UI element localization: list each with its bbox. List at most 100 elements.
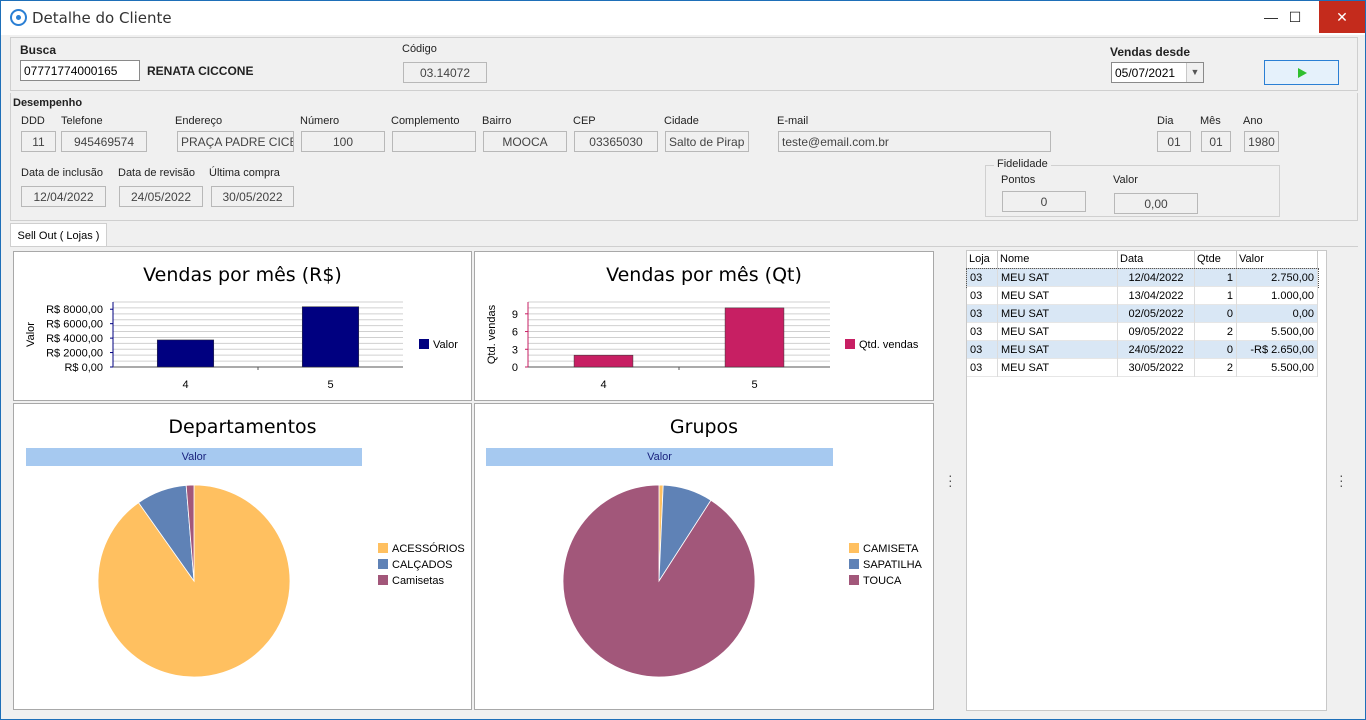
run-button[interactable] [1264,60,1339,85]
dia-label: Dia [1157,115,1174,127]
x-tick-label: 5 [327,379,333,391]
legend-swatch [378,559,388,569]
fidelidade-label: Fidelidade [994,158,1051,170]
y-tick-label: R$ 4000,00 [46,333,103,345]
tab-divider [10,246,1358,247]
client-name: RENATA CICCONE [147,64,254,78]
bar [573,354,634,368]
table-cell: 03 [967,305,998,323]
column-header[interactable]: Qtde [1195,251,1237,269]
desempenho-label: Desempenho [13,97,83,109]
table-cell: 1 [1195,269,1237,287]
cidade-field: Salto de Pirap [665,131,749,152]
vendas-desde-value: 05/07/2021 [1115,65,1176,80]
email-field: teste@email.com.br [778,131,1051,152]
telefone-field: 945469574 [61,131,147,152]
endereco-label: Endereço [175,115,223,127]
chevron-down-icon[interactable]: ▼ [1186,63,1203,82]
column-header[interactable]: Data [1118,251,1195,269]
chart-title: Departamentos [168,416,317,438]
x-tick-label: 4 [182,379,188,391]
y-tick-label: R$ 6000,00 [46,319,103,331]
legend-swatch [419,339,429,349]
title-bar: Detalhe do Cliente — ☐ ✕ [1,1,1365,35]
y-tick-label: R$ 0,00 [64,362,103,374]
ano-field: 1980 [1244,131,1279,152]
email-label: E-mail [777,115,809,127]
numero-label: Número [300,115,340,127]
endereco-field: PRAÇA PADRE CICE [177,131,294,152]
bar [301,306,360,368]
data-revisao-label: Data de revisão [118,167,196,179]
table-cell: MEU SAT [998,359,1118,377]
chart-title: Grupos [669,416,739,438]
ultima-compra-field: 30/05/2022 [211,186,294,207]
busca-input[interactable]: 07771774000165 [20,60,140,81]
pie-header: Valor [486,448,833,466]
minimize-button[interactable]: — [1264,9,1278,25]
y-tick-label: 0 [512,362,518,374]
legend-label: Qtd. vendas [859,339,919,351]
legend-swatch [378,575,388,585]
splitter-handle[interactable]: · · · [948,467,953,493]
y-tick-label: 6 [512,327,518,339]
pontos-field: 0 [1002,191,1086,212]
table-cell: MEU SAT [998,269,1118,287]
table-row[interactable]: 03 MEU SAT 13/04/2022 1 1.000,00 [967,287,1318,305]
y-tick-label: R$ 8000,00 [46,304,103,316]
table-cell: 1.000,00 [1237,287,1318,305]
mes-field: 01 [1201,131,1231,152]
table-cell: 0 [1195,341,1237,359]
legend-swatch [849,543,859,553]
table-row[interactable]: 03 MEU SAT 09/05/2022 2 5.500,00 [967,323,1318,341]
table-row[interactable]: 03 MEU SAT 30/05/2022 2 5.500,00 [967,359,1318,377]
cep-field: 03365030 [574,131,658,152]
legend-swatch [845,339,855,349]
legend-label: ACESSÓRIOS [392,542,465,555]
y-axis-label: Valor [25,322,37,347]
y-tick-label: R$ 2000,00 [46,348,103,360]
legend-label: Camisetas [392,575,444,587]
complemento-label: Complemento [391,115,460,127]
codigo-field: 03.14072 [403,62,487,83]
table-cell: 5.500,00 [1237,323,1318,341]
vendas-desde-date[interactable]: 05/07/2021 ▼ [1111,62,1204,83]
table-row[interactable]: 03 MEU SAT 02/05/2022 0 0,00 [967,305,1318,323]
bairro-field: MOOCA [483,131,567,152]
table-row[interactable]: 03 MEU SAT 12/04/2022 1 2.750,00 [966,268,1319,288]
splitter-handle-right[interactable]: · · · [1339,467,1344,493]
fidelidade-valor-label: Valor [1113,174,1138,186]
ultima-compra-label: Última compra [209,167,280,179]
fidelidade-valor-field: 0,00 [1114,193,1198,214]
legend-label: Valor [433,339,458,351]
table-cell: 0,00 [1237,305,1318,323]
bar [156,339,215,368]
table-cell: 0 [1195,305,1237,323]
window-title: Detalhe do Cliente [32,9,172,27]
table-cell: 03 [967,287,998,305]
column-header[interactable]: Loja [967,251,998,269]
table-cell: MEU SAT [998,323,1118,341]
table-cell: MEU SAT [998,305,1118,323]
close-button[interactable]: ✕ [1319,1,1365,33]
tab-sell-out-lojas[interactable]: Sell Out ( Lojas ) [10,223,107,247]
ddd-field: 11 [21,131,56,152]
table-cell: MEU SAT [998,341,1118,359]
table-cell: 5.500,00 [1237,359,1318,377]
chart-title: Vendas por mês (R$) [143,264,342,286]
column-header[interactable]: Nome [998,251,1118,269]
maximize-button[interactable]: ☐ [1288,8,1302,25]
column-header[interactable]: Valor [1237,251,1318,269]
pie-chart-svg: CAMISETA SAPATILHA TOUCA [562,484,923,678]
desempenho-panel: Desempenho DDD 11 Telefone 945469574 End… [10,93,1358,221]
grupos-chart: Grupos Valor CAMISETA SAPATILHA TOUCA [474,403,934,710]
app-icon [10,9,27,26]
table-row[interactable]: 03 MEU SAT 24/05/2022 0 -R$ 2.650,00 [967,341,1318,359]
table-cell: 2 [1195,359,1237,377]
play-icon [1297,67,1307,78]
numero-field: 100 [301,131,385,152]
sales-value-chart: Vendas por mês (R$) R$ 0,00 R$ 2000,00 R$ … [13,251,472,401]
table-cell: 09/05/2022 [1118,323,1195,341]
legend-label: CALÇADOS [392,559,453,571]
